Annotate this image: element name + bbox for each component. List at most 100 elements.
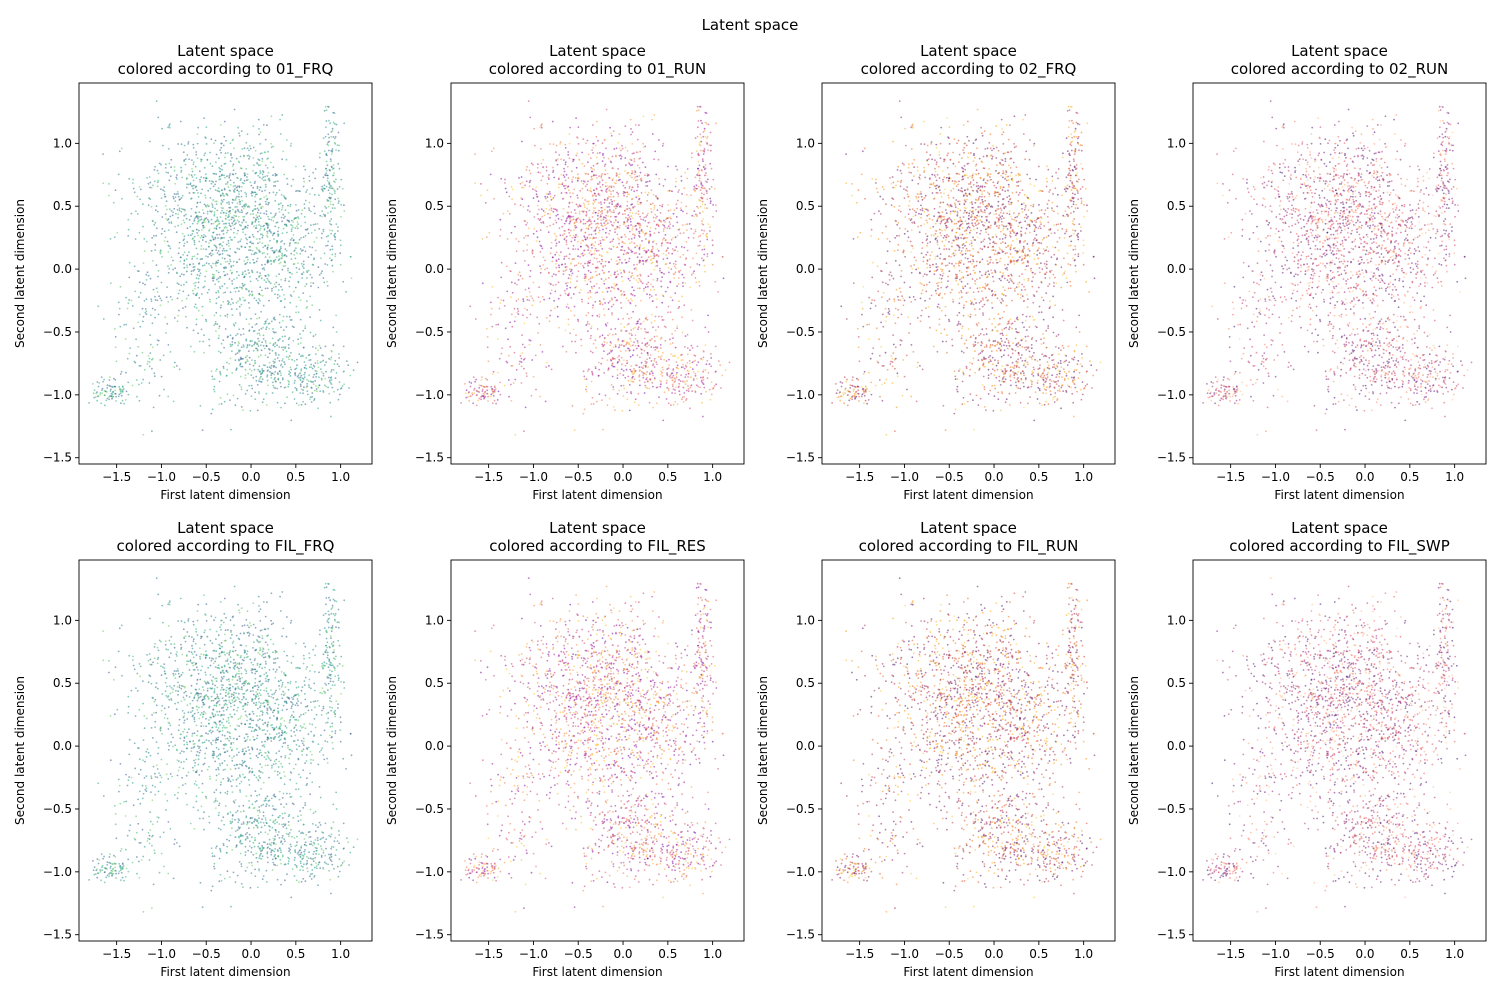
scatter-point: [533, 256, 535, 258]
scatter-point: [109, 385, 111, 387]
scatter-point: [248, 236, 250, 238]
scatter-point: [610, 132, 612, 134]
scatter-point: [246, 179, 248, 181]
scatter-point: [506, 291, 508, 293]
scatter-point: [237, 248, 239, 250]
scatter-point: [663, 230, 665, 232]
scatter-point: [274, 361, 276, 363]
scatter-point: [296, 272, 298, 274]
scatter-point: [630, 340, 632, 342]
scatter-point: [156, 287, 158, 289]
scatter-point: [155, 209, 157, 211]
scatter-point: [613, 200, 615, 202]
scatter-point: [311, 401, 313, 403]
scatter-point: [331, 151, 333, 153]
scatter-point: [636, 176, 638, 178]
scatter-point: [683, 392, 685, 394]
scatter-point: [595, 248, 597, 250]
scatter-point: [329, 380, 331, 382]
scatter-point: [260, 294, 262, 296]
scatter-point: [285, 346, 287, 348]
scatter-point: [664, 391, 666, 393]
scatter-point: [180, 257, 182, 259]
scatter-point: [184, 235, 186, 237]
scatter-point: [639, 385, 641, 387]
scatter-point: [523, 430, 525, 432]
scatter-point: [302, 292, 304, 294]
scatter-point: [183, 159, 185, 161]
scatter-point: [602, 334, 604, 336]
scatter-point: [524, 220, 526, 222]
scatter-point: [584, 278, 586, 280]
scatter-point: [709, 363, 711, 365]
scatter-point: [637, 179, 639, 181]
scatter-point: [170, 296, 172, 298]
scatter-point: [108, 399, 110, 401]
scatter-point: [240, 179, 242, 181]
scatter-point: [698, 120, 700, 122]
scatter-point: [553, 170, 555, 172]
scatter-point: [223, 212, 225, 214]
scatter-point: [174, 226, 176, 228]
scatter-point: [646, 226, 648, 228]
scatter-point: [549, 205, 551, 207]
scatter-point: [551, 261, 553, 263]
scatter-point: [605, 147, 607, 149]
scatter-point: [251, 370, 253, 372]
scatter-point: [274, 200, 276, 202]
scatter-point: [547, 196, 549, 198]
scatter-point: [673, 263, 675, 265]
scatter-point: [627, 227, 629, 229]
scatter-point: [273, 365, 275, 367]
scatter-point: [327, 180, 329, 182]
scatter-point: [696, 184, 698, 186]
scatter-point: [526, 180, 528, 182]
scatter-point: [241, 211, 243, 213]
scatter-point: [527, 235, 529, 237]
scatter-point: [261, 278, 263, 280]
scatter-point: [173, 401, 175, 403]
scatter-point: [542, 175, 544, 177]
scatter-point: [624, 234, 626, 236]
scatter-point: [521, 358, 523, 360]
scatter-point: [515, 434, 517, 436]
scatter-point: [257, 242, 259, 244]
scatter-point: [529, 181, 531, 183]
scatter-point: [609, 220, 611, 222]
scatter-point: [477, 400, 479, 402]
scatter-point: [636, 264, 638, 266]
scatter-point: [520, 275, 522, 277]
scatter-point: [630, 380, 632, 382]
scatter-point: [606, 219, 608, 221]
scatter-point: [626, 192, 628, 194]
scatter-point: [542, 351, 544, 353]
scatter-point: [243, 277, 245, 279]
scatter-point: [298, 377, 300, 379]
scatter-point: [181, 300, 183, 302]
scatter-point: [294, 380, 296, 382]
scatter-point: [194, 174, 196, 176]
scatter-point: [699, 164, 701, 166]
scatter-point: [624, 377, 626, 379]
scatter-point: [209, 345, 211, 347]
scatter-point: [220, 212, 222, 214]
scatter-point: [623, 195, 625, 197]
scatter-point: [283, 195, 285, 197]
scatter-point: [604, 337, 606, 339]
scatter-point: [614, 216, 616, 218]
scatter-point: [710, 353, 712, 355]
scatter-point: [568, 277, 570, 279]
scatter-point: [242, 328, 244, 330]
scatter-point: [516, 300, 518, 302]
scatter-point: [566, 219, 568, 221]
subplot-subtitle: colored according to 01_FRQ: [118, 60, 334, 79]
scatter-point: [682, 359, 684, 361]
scatter-point: [639, 318, 641, 320]
scatter-point: [103, 379, 105, 381]
scatter-point: [305, 200, 307, 202]
scatter-point: [248, 385, 250, 387]
scatter-point: [196, 232, 198, 234]
scatter-point: [296, 267, 298, 269]
scatter-point: [616, 260, 618, 262]
scatter-point: [259, 334, 261, 336]
